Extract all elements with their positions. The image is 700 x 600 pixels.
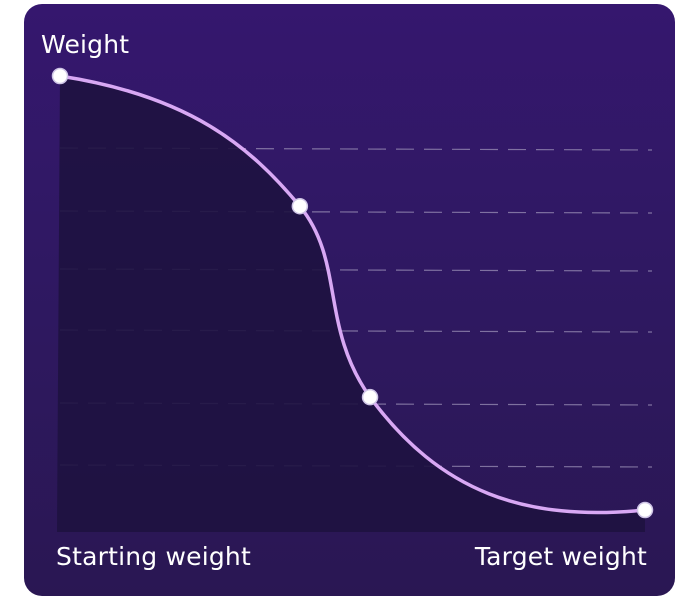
data-point-marker [361, 388, 379, 406]
x-axis-end-label: Target weight [474, 542, 647, 571]
data-point-marker [291, 197, 309, 215]
x-axis-start-label: Starting weight [56, 542, 251, 571]
data-point-marker [636, 501, 654, 519]
area-under-curve [57, 76, 645, 532]
data-point-marker [51, 67, 69, 85]
weight-curve [58, 74, 647, 515]
y-axis-label: Weight [41, 30, 130, 59]
data-markers [51, 67, 654, 519]
